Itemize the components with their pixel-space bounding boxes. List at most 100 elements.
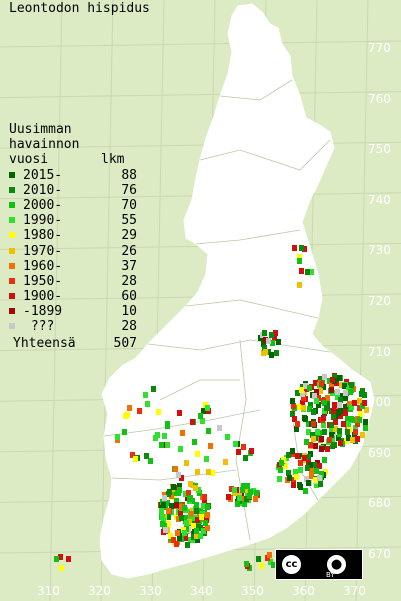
region-border <box>195 229 301 245</box>
observation-square <box>201 503 206 509</box>
observation-square <box>176 516 181 522</box>
observation-square <box>355 421 360 427</box>
observation-square <box>125 412 130 418</box>
observation-square <box>360 432 365 438</box>
observation-square <box>199 514 204 520</box>
observation-square <box>235 501 240 507</box>
legend-item: 1900- 60 <box>9 289 137 304</box>
observation-square <box>330 443 335 449</box>
observation-square <box>314 482 319 488</box>
observation-square <box>337 375 342 381</box>
observation-square <box>321 422 326 428</box>
observation-square <box>352 400 357 406</box>
license-by-label: BY <box>326 571 335 579</box>
legend-item: 1960- 37 <box>9 259 137 274</box>
observation-square <box>335 389 340 395</box>
observation-square <box>160 514 165 520</box>
legend-item: 1970- 26 <box>9 244 137 259</box>
observation-square <box>177 410 182 416</box>
legend-header-line1: Uusimman <box>9 122 72 137</box>
legend-swatch <box>9 277 15 284</box>
observation-square <box>165 421 170 427</box>
legend-total-label: Yhteensä <box>13 335 76 351</box>
observation-square <box>336 435 341 441</box>
observation-square <box>195 522 200 528</box>
observation-square <box>308 402 313 408</box>
observation-square <box>290 398 295 404</box>
observation-square <box>184 460 189 466</box>
observation-square <box>237 495 242 501</box>
observation-square <box>171 484 176 490</box>
observation-square <box>184 526 189 532</box>
observation-square <box>357 405 362 411</box>
observation-square <box>262 330 267 336</box>
license-badge[interactable]: cc ● BY <box>275 549 363 580</box>
observation-square <box>185 542 190 548</box>
observation-square <box>307 385 312 391</box>
observation-square <box>243 455 248 461</box>
observation-square <box>321 415 326 421</box>
observation-square <box>205 504 210 510</box>
observation-square <box>327 437 332 443</box>
observation-square <box>193 485 198 491</box>
observation-square <box>144 453 149 459</box>
observation-square <box>130 452 135 458</box>
observation-square <box>189 511 194 517</box>
observation-square <box>308 442 313 448</box>
observation-square <box>173 466 178 472</box>
legend-items: 2015- 88 2010- 76 2000- 70 1990- 55 1980- 29 1970-… <box>9 168 137 335</box>
y-axis-label: 750 <box>368 142 391 157</box>
observation-square <box>162 433 167 439</box>
observation-square <box>311 436 316 442</box>
observation-square <box>286 470 291 476</box>
observation-square <box>298 460 303 466</box>
observation-square <box>245 487 250 493</box>
legend-item: 2015- 88 <box>9 168 137 183</box>
observation-square <box>233 441 238 447</box>
region-border <box>219 79 293 101</box>
legend-item-label: ??? <box>23 319 55 335</box>
observation-square <box>166 521 171 527</box>
observation-square <box>167 489 172 495</box>
observation-square <box>290 448 295 454</box>
observation-square <box>186 490 191 496</box>
observation-square <box>137 408 142 414</box>
observation-square <box>54 556 59 562</box>
observation-square <box>196 512 201 518</box>
observation-square <box>178 446 183 452</box>
observation-square <box>160 521 165 527</box>
observation-square <box>358 411 363 417</box>
observation-square <box>155 432 160 438</box>
observation-square <box>340 393 345 399</box>
observation-square <box>317 463 322 469</box>
observation-square <box>297 254 302 260</box>
observation-square <box>204 456 209 462</box>
observation-square <box>343 395 348 401</box>
observation-square <box>270 340 275 346</box>
legend-item: 1990- 55 <box>9 213 137 228</box>
observation-square <box>319 381 324 387</box>
observation-square <box>349 382 354 388</box>
observation-square <box>343 409 348 415</box>
observation-square <box>353 429 358 435</box>
species-title: Leontodon hispidus <box>9 1 150 16</box>
observation-square <box>269 352 274 358</box>
observation-square <box>278 467 283 473</box>
observation-square <box>298 467 303 473</box>
x-axis-label: 340 <box>190 584 213 598</box>
observation-square <box>330 377 335 383</box>
observation-square <box>217 425 222 431</box>
observation-square <box>200 418 205 424</box>
observation-square <box>198 533 203 539</box>
observation-square <box>304 476 309 482</box>
observation-square <box>362 400 367 406</box>
observation-square <box>302 455 307 461</box>
y-axis-label: 740 <box>368 192 391 207</box>
observation-square <box>182 530 187 536</box>
x-axis-label: 330 <box>139 584 162 598</box>
grid-line <box>49 0 63 601</box>
observation-square <box>191 523 196 529</box>
observation-square <box>274 350 279 356</box>
observation-square <box>319 446 324 452</box>
